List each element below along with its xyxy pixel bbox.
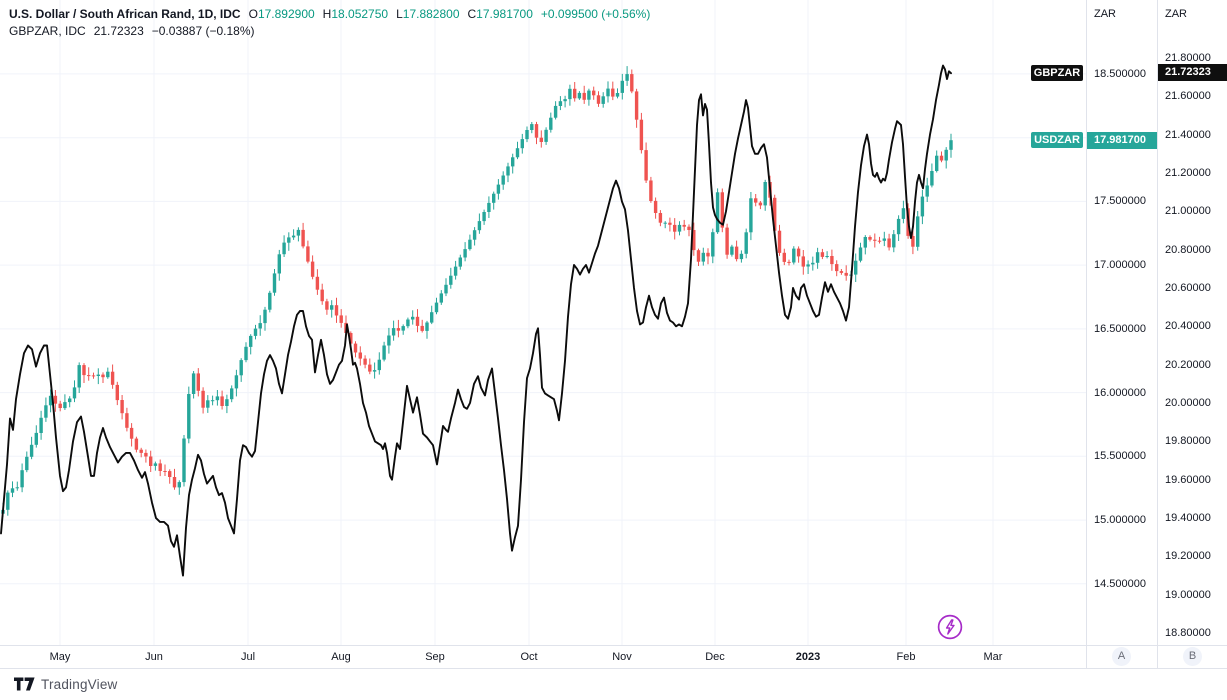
price-tick-label: 18.80000	[1165, 627, 1211, 640]
price-tick-label: 20.20000	[1165, 358, 1211, 371]
attribution-bar: TradingView	[0, 668, 1227, 700]
legend-symbol-title: U.S. Dollar / South African Rand, 1D, ID…	[9, 7, 241, 21]
gbpzar-scale-title: ZAR	[1165, 8, 1187, 20]
scale-separator-1	[1086, 0, 1087, 668]
price-tick-label: 20.00000	[1165, 397, 1211, 409]
price-tick-label: 19.80000	[1165, 435, 1211, 448]
time-tick-label: Sep	[425, 651, 445, 663]
tradingview-logo[interactable]: TradingView	[14, 676, 118, 692]
legend-row-usdzar[interactable]: U.S. Dollar / South African Rand, 1D, ID…	[9, 6, 650, 22]
time-tick-label: Feb	[896, 651, 916, 663]
time-tick-label: Jul	[240, 651, 256, 663]
usdzar-scale-title: ZAR	[1094, 8, 1116, 20]
price-scale-button-a[interactable]: A	[1112, 647, 1131, 666]
usdzar-series-badge: USDZAR	[1031, 132, 1083, 148]
price-tick-label: 21.60000	[1165, 90, 1211, 103]
usdzar-price-scale[interactable]: ZAR 17.981700 18.500000 17.500000 17.00000…	[1087, 0, 1157, 645]
price-tick-label: 21.40000	[1165, 128, 1211, 141]
time-tick-label: Nov	[612, 651, 632, 663]
chart-pane[interactable]: U.S. Dollar / South African Rand, 1D, ID…	[0, 0, 1086, 645]
price-tick-label: 14.500000	[1094, 577, 1146, 590]
price-tick-label: 19.60000	[1165, 473, 1211, 486]
price-tick-label: 17.000000	[1094, 259, 1146, 272]
price-tick-label: 18.500000	[1094, 67, 1146, 80]
price-tick-label: 21.80000	[1165, 51, 1211, 64]
price-tick-label: 16.500000	[1094, 322, 1146, 335]
price-tick-label: 20.80000	[1165, 243, 1211, 256]
legend-open: O17.892900	[248, 7, 315, 21]
time-tick-label: Dec	[705, 651, 725, 663]
usdzar-value-badge: 17.981700	[1087, 131, 1157, 149]
gbpzar-series-badge: GBPZAR	[1031, 64, 1083, 81]
usdzar-candles[interactable]	[1, 66, 953, 517]
gbpzar-line[interactable]	[0, 64, 952, 577]
price-chart[interactable]	[0, 0, 1086, 645]
tradingview-logo-text: TradingView	[41, 676, 118, 692]
time-tick-label: May	[49, 651, 71, 663]
price-tick-label: 19.40000	[1165, 512, 1211, 525]
time-tick-label: 2023	[795, 651, 821, 663]
price-tick-label: 21.00000	[1165, 205, 1211, 218]
lightning-button[interactable]	[936, 613, 964, 641]
price-scale-button-b[interactable]: B	[1183, 647, 1202, 666]
legend-value-2: 21.72323	[93, 24, 144, 38]
price-tick-label: 15.000000	[1094, 514, 1146, 527]
price-tick-label: 17.500000	[1094, 195, 1146, 208]
legend-symbol-title-2: GBPZAR, IDC	[9, 24, 86, 38]
lightning-icon	[937, 614, 963, 640]
legend-low: L17.882800	[396, 7, 460, 21]
legend-high: H18.052750	[322, 7, 389, 21]
scale-separator-2	[1157, 0, 1158, 668]
legend-close: C17.981700	[467, 7, 533, 21]
price-tick-label: 19.00000	[1165, 588, 1211, 601]
price-tick-label: 20.60000	[1165, 282, 1211, 294]
price-tick-label: 15.500000	[1094, 450, 1146, 463]
legend-change: +0.099500 (+0.56%)	[540, 7, 651, 21]
price-tick-label: 21.20000	[1165, 166, 1211, 179]
gbpzar-value-badge: 21.72323	[1158, 64, 1227, 82]
price-tick-label: 19.20000	[1165, 550, 1211, 563]
legend-change-2: −0.03887 (−0.18%)	[151, 24, 255, 38]
legend: U.S. Dollar / South African Rand, 1D, ID…	[9, 6, 650, 40]
time-scale[interactable]: May Jun Jul Aug Sep Oct Nov Dec 2023 Feb Mar	[0, 645, 1227, 669]
price-tick-label: 20.40000	[1165, 320, 1211, 333]
time-tick-label: Aug	[331, 651, 351, 663]
price-tick-label: 16.000000	[1094, 386, 1146, 399]
legend-row-gbpzar[interactable]: GBPZAR, IDC 21.72323 −0.03887 (−0.18%)	[9, 23, 650, 39]
time-tick-label: Oct	[520, 651, 538, 663]
time-tick-label: Mar	[983, 651, 1003, 663]
gbpzar-price-scale[interactable]: ZAR 21.72323 21.80000 21.60000 21.40000 21.…	[1158, 0, 1227, 645]
tradingview-logo-icon	[14, 677, 35, 691]
time-tick-label: Jun	[145, 651, 163, 663]
